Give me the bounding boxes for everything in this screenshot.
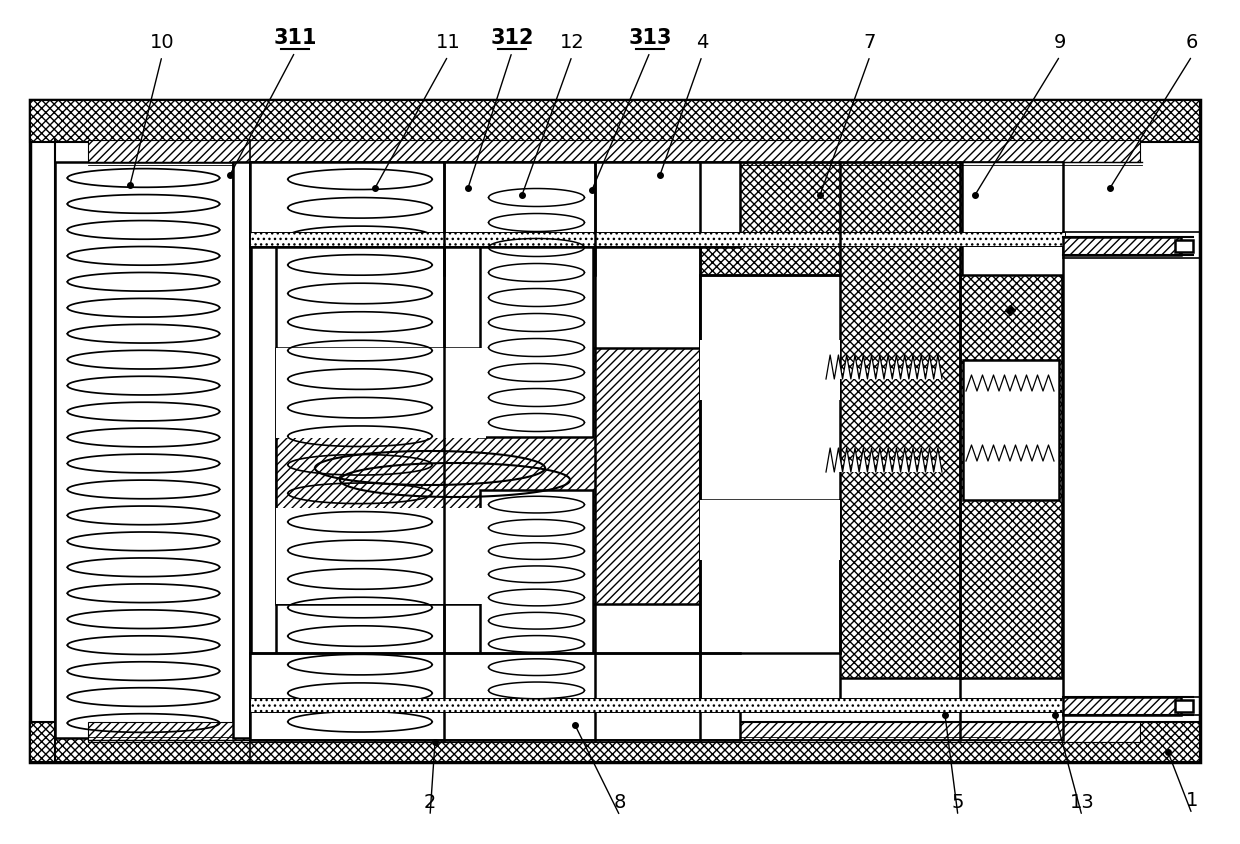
Bar — [55, 162, 233, 738]
Text: 13: 13 — [1070, 793, 1095, 811]
Polygon shape — [966, 445, 1054, 461]
Bar — [1176, 240, 1193, 252]
Text: 312: 312 — [490, 28, 533, 48]
Bar — [480, 490, 593, 705]
Bar — [88, 140, 1140, 162]
Text: 9: 9 — [1054, 33, 1066, 51]
Bar — [277, 508, 486, 604]
Text: 12: 12 — [559, 33, 584, 51]
Bar — [30, 100, 1200, 762]
Polygon shape — [826, 448, 942, 472]
Bar — [30, 722, 1200, 762]
Bar — [701, 340, 839, 400]
Polygon shape — [966, 375, 1054, 391]
Bar — [963, 360, 1059, 500]
Text: 11: 11 — [435, 33, 460, 51]
Text: 1: 1 — [1185, 791, 1198, 809]
Text: 311: 311 — [273, 28, 316, 48]
Bar — [1176, 700, 1193, 712]
Text: 5: 5 — [952, 793, 965, 811]
Bar — [1063, 697, 1180, 715]
Bar — [250, 653, 740, 740]
Text: 4: 4 — [696, 33, 708, 51]
Bar — [277, 162, 444, 738]
Bar — [250, 698, 1065, 712]
Text: 10: 10 — [150, 33, 175, 51]
Bar — [701, 162, 962, 678]
Polygon shape — [826, 355, 942, 379]
Bar — [1063, 237, 1180, 255]
Bar — [960, 275, 1061, 678]
Text: 8: 8 — [614, 793, 626, 811]
Text: 6: 6 — [1185, 33, 1198, 51]
Text: 2: 2 — [424, 793, 436, 811]
Bar — [277, 348, 486, 438]
Bar — [250, 232, 1065, 246]
Bar — [233, 162, 250, 738]
Bar — [88, 722, 1140, 742]
Bar — [277, 348, 704, 604]
Bar — [701, 275, 839, 705]
Bar — [250, 162, 740, 247]
Bar — [480, 182, 593, 437]
Bar — [30, 100, 1200, 142]
Text: 313: 313 — [629, 28, 672, 48]
Text: 7: 7 — [864, 33, 877, 51]
Bar — [701, 500, 839, 560]
